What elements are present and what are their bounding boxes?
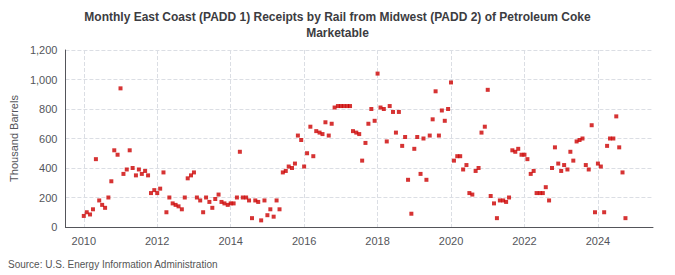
svg-text:Source: U.S. Energy Informatio: Source: U.S. Energy Information Administ… — [8, 259, 218, 270]
svg-text:1,200: 1,200 — [30, 44, 58, 56]
svg-text:2022: 2022 — [512, 235, 536, 247]
svg-text:2018: 2018 — [365, 235, 389, 247]
svg-text:2010: 2010 — [72, 235, 96, 247]
svg-text:1,000: 1,000 — [30, 74, 58, 86]
svg-text:2012: 2012 — [145, 235, 169, 247]
svg-text:2020: 2020 — [439, 235, 463, 247]
svg-text:200: 200 — [39, 192, 57, 204]
svg-text:Marketable: Marketable — [306, 26, 369, 40]
svg-text:Monthly East Coast (PADD 1) Re: Monthly East Coast (PADD 1) Receipts by … — [84, 10, 591, 24]
svg-text:600: 600 — [39, 133, 57, 145]
svg-text:0: 0 — [51, 221, 57, 233]
svg-text:2014: 2014 — [218, 235, 242, 247]
svg-text:Thousand Barrels: Thousand Barrels — [8, 95, 20, 182]
svg-text:400: 400 — [39, 162, 57, 174]
svg-text:800: 800 — [39, 103, 57, 115]
svg-text:2024: 2024 — [586, 235, 610, 247]
svg-text:2016: 2016 — [292, 235, 316, 247]
